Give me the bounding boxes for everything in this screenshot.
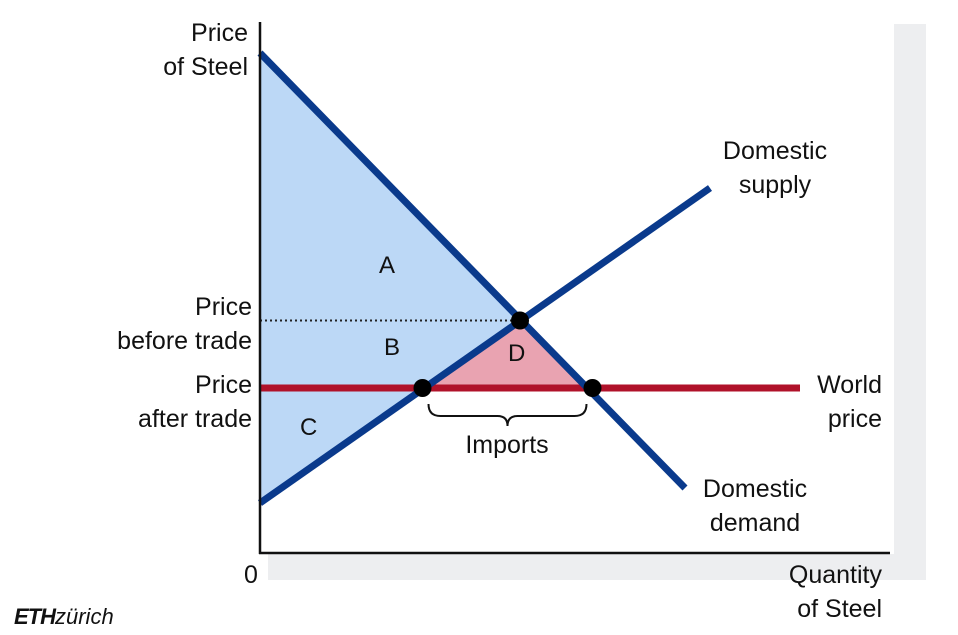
area-a-label: A [379,252,396,279]
y-axis-label: Price of Steel [163,19,248,81]
area-b [260,320,520,388]
imports-label: Imports [465,431,549,459]
domestic-supply-label: Domestic supply [722,137,828,199]
area-d-label: D [508,340,526,367]
domestic-demand-label: Domestic demand [702,475,808,537]
area-c-label: C [300,414,318,441]
price-before-trade-label: Price before trade [117,293,252,355]
origin-label: 0 [244,561,258,589]
equilibrium-point-2 [413,379,432,397]
x-axis-label: Quantity of Steel [788,561,882,623]
area-d [422,320,593,388]
eth-zurich-logo: ETHzürich [14,604,114,629]
area-b-label: B [384,334,401,361]
domestic-supply-line [257,185,713,506]
world-price-label: World price [817,371,882,433]
price-after-trade-label: Price after trade [138,371,252,433]
equilibrium-point-3 [583,379,602,397]
equilibrium-point-1 [511,311,529,330]
domestic-demand-line [257,50,688,491]
imports-brace [427,403,588,427]
